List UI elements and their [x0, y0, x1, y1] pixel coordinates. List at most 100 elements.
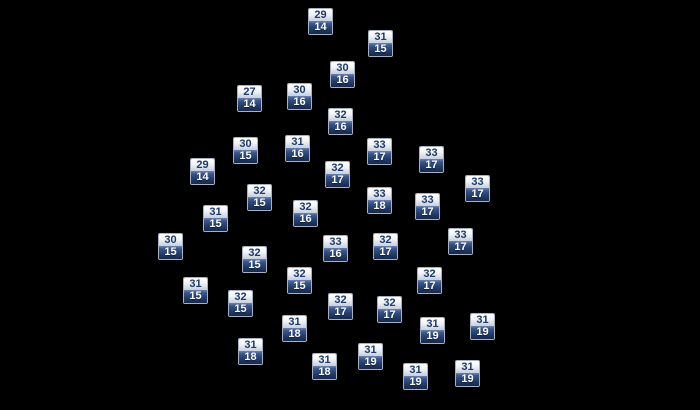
high-temperature-value: 31	[421, 318, 444, 330]
temperature-marker[interactable]: 31 19	[455, 360, 480, 387]
temperature-marker[interactable]: 31 18	[312, 353, 337, 380]
low-temperature-value: 19	[404, 376, 427, 389]
temperature-marker[interactable]: 33 17	[415, 193, 440, 220]
high-temperature-value: 33	[449, 229, 472, 241]
low-temperature-value: 17	[420, 159, 443, 172]
temperature-marker[interactable]: 32 15	[242, 246, 267, 273]
low-temperature-value: 17	[329, 306, 352, 319]
temperature-marker[interactable]: 30 15	[158, 233, 183, 260]
high-temperature-value: 32	[294, 201, 317, 213]
high-temperature-value: 29	[309, 9, 332, 21]
high-temperature-value: 31	[313, 354, 336, 366]
temperature-marker[interactable]: 32 15	[287, 267, 312, 294]
low-temperature-value: 19	[456, 373, 479, 386]
low-temperature-value: 17	[378, 309, 401, 322]
low-temperature-value: 17	[449, 241, 472, 254]
temperature-marker[interactable]: 32 15	[247, 184, 272, 211]
temperature-marker[interactable]: 31 19	[358, 343, 383, 370]
low-temperature-value: 19	[359, 356, 382, 369]
low-temperature-value: 15	[369, 43, 392, 56]
high-temperature-value: 31	[456, 361, 479, 373]
high-temperature-value: 33	[420, 147, 443, 159]
low-temperature-value: 16	[288, 96, 311, 109]
temperature-marker[interactable]: 32 17	[328, 293, 353, 320]
high-temperature-value: 33	[466, 176, 489, 188]
low-temperature-value: 16	[286, 148, 309, 161]
temperature-marker[interactable]: 33 18	[367, 187, 392, 214]
high-temperature-value: 32	[374, 234, 397, 246]
high-temperature-value: 31	[369, 31, 392, 43]
temperature-marker[interactable]: 31 15	[183, 277, 208, 304]
low-temperature-value: 17	[374, 246, 397, 259]
high-temperature-value: 29	[191, 159, 214, 171]
temperature-marker[interactable]: 33 16	[323, 235, 348, 262]
high-temperature-value: 30	[159, 234, 182, 246]
low-temperature-value: 17	[466, 188, 489, 201]
high-temperature-value: 31	[283, 316, 306, 328]
high-temperature-value: 32	[418, 268, 441, 280]
temperature-marker[interactable]: 33 17	[419, 146, 444, 173]
low-temperature-value: 15	[234, 150, 257, 163]
low-temperature-value: 14	[191, 171, 214, 184]
high-temperature-value: 31	[404, 364, 427, 376]
low-temperature-value: 15	[248, 197, 271, 210]
low-temperature-value: 15	[184, 290, 207, 303]
high-temperature-value: 32	[326, 162, 349, 174]
temperature-marker[interactable]: 32 17	[377, 296, 402, 323]
temperature-marker[interactable]: 32 17	[325, 161, 350, 188]
temperature-marker[interactable]: 31 19	[470, 313, 495, 340]
high-temperature-value: 33	[416, 194, 439, 206]
low-temperature-value: 16	[329, 121, 352, 134]
temperature-marker[interactable]: 31 18	[238, 338, 263, 365]
low-temperature-value: 18	[283, 328, 306, 341]
low-temperature-value: 17	[418, 280, 441, 293]
high-temperature-value: 32	[329, 294, 352, 306]
temperature-marker[interactable]: 33 17	[367, 138, 392, 165]
low-temperature-value: 16	[324, 248, 347, 261]
low-temperature-value: 19	[471, 326, 494, 339]
temperature-marker[interactable]: 31 15	[203, 205, 228, 232]
high-temperature-value: 32	[243, 247, 266, 259]
high-temperature-value: 31	[359, 344, 382, 356]
low-temperature-value: 17	[368, 151, 391, 164]
temperature-marker[interactable]: 30 15	[233, 137, 258, 164]
temperature-marker[interactable]: 31 19	[420, 317, 445, 344]
low-temperature-value: 19	[421, 330, 444, 343]
temperature-marker[interactable]: 29 14	[190, 158, 215, 185]
temperature-marker[interactable]: 31 16	[285, 135, 310, 162]
temperature-marker[interactable]: 30 16	[330, 61, 355, 88]
low-temperature-value: 15	[229, 303, 252, 316]
high-temperature-value: 33	[368, 188, 391, 200]
low-temperature-value: 15	[204, 218, 227, 231]
temperature-marker[interactable]: 32 17	[417, 267, 442, 294]
temperature-marker[interactable]: 32 16	[328, 108, 353, 135]
low-temperature-value: 14	[309, 21, 332, 34]
temperature-marker[interactable]: 31 15	[368, 30, 393, 57]
high-temperature-value: 31	[184, 278, 207, 290]
low-temperature-value: 18	[239, 351, 262, 364]
temperature-marker[interactable]: 32 15	[228, 290, 253, 317]
low-temperature-value: 16	[331, 74, 354, 87]
high-temperature-value: 33	[324, 236, 347, 248]
temperature-marker[interactable]: 27 14	[237, 85, 262, 112]
low-temperature-value: 15	[288, 280, 311, 293]
temperature-marker[interactable]: 30 16	[287, 83, 312, 110]
high-temperature-value: 32	[288, 268, 311, 280]
low-temperature-value: 16	[294, 213, 317, 226]
low-temperature-value: 15	[159, 246, 182, 259]
high-temperature-value: 32	[329, 109, 352, 121]
temperature-marker[interactable]: 32 17	[373, 233, 398, 260]
temperature-marker[interactable]: 31 18	[282, 315, 307, 342]
temperature-marker[interactable]: 29 14	[308, 8, 333, 35]
high-temperature-value: 31	[286, 136, 309, 148]
high-temperature-value: 30	[331, 62, 354, 74]
low-temperature-value: 18	[313, 366, 336, 379]
temperature-marker[interactable]: 31 19	[403, 363, 428, 390]
temperature-marker[interactable]: 33 17	[465, 175, 490, 202]
high-temperature-value: 31	[471, 314, 494, 326]
temperature-marker[interactable]: 33 17	[448, 228, 473, 255]
high-temperature-value: 31	[239, 339, 262, 351]
high-temperature-value: 30	[288, 84, 311, 96]
temperature-marker[interactable]: 32 16	[293, 200, 318, 227]
low-temperature-value: 17	[416, 206, 439, 219]
